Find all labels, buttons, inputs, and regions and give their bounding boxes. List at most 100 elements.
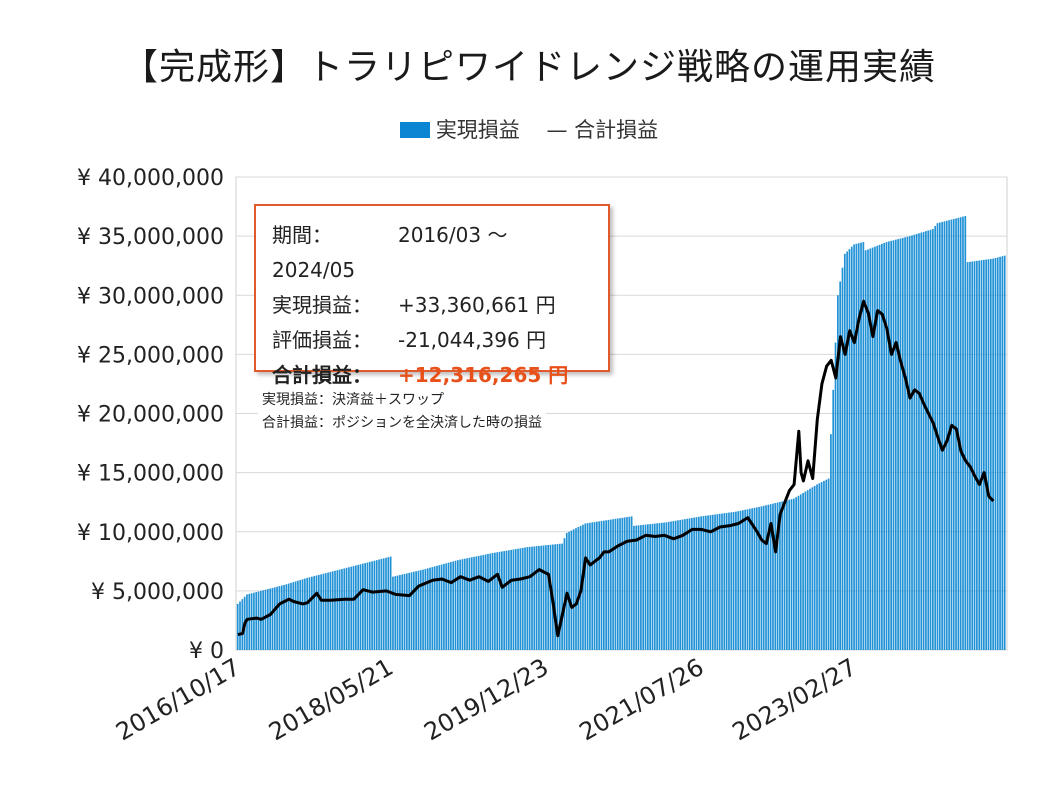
bar [554, 544, 557, 650]
bar [697, 516, 700, 650]
bar [454, 560, 457, 650]
bar [577, 527, 580, 650]
bar [959, 217, 962, 650]
y-tick-label: ¥ 5,000,000 [91, 580, 224, 605]
realized-value: +33,360,661 円 [398, 293, 556, 317]
bar [503, 551, 506, 650]
bar [304, 578, 306, 650]
bar [860, 242, 862, 650]
bar [299, 580, 302, 650]
bar [1003, 255, 1006, 650]
bar [704, 515, 707, 650]
total-row: 合計損益： +12,316,265 円 [272, 358, 592, 393]
bar [308, 577, 311, 650]
bar [702, 516, 705, 650]
bar [945, 220, 948, 650]
bar [783, 500, 786, 650]
bar [415, 571, 417, 650]
bar [915, 234, 918, 650]
unrealized-label: 評価損益： [272, 328, 372, 352]
bar [746, 509, 749, 650]
bar [767, 504, 770, 650]
bar [317, 574, 320, 650]
legend-bar-swatch [399, 122, 430, 138]
bar [644, 524, 647, 650]
bar [575, 528, 577, 650]
bar [290, 582, 292, 650]
bar [273, 587, 276, 650]
total-pnl-line [237, 299, 995, 638]
bar [547, 544, 550, 650]
bar [572, 529, 575, 650]
bar [364, 563, 366, 650]
bar [348, 567, 350, 650]
bar [257, 591, 260, 650]
bar [883, 242, 886, 650]
bar [466, 558, 468, 650]
bar [864, 250, 867, 650]
bar [426, 568, 429, 650]
bar [925, 231, 927, 650]
bar [772, 503, 774, 650]
bar [765, 505, 767, 650]
bar [665, 522, 668, 650]
bar [911, 235, 913, 651]
y-tick-label: ¥ 40,000,000 [77, 166, 224, 191]
bar [586, 523, 589, 650]
bar [760, 506, 763, 650]
bar [874, 246, 876, 650]
bar [408, 572, 411, 650]
bar [950, 219, 953, 650]
bar [565, 532, 568, 650]
bar [795, 497, 798, 650]
bar [609, 519, 612, 650]
bar [969, 261, 971, 650]
bar [385, 557, 387, 650]
bar [980, 260, 983, 650]
bar [556, 544, 559, 650]
bar [334, 570, 336, 650]
bar [897, 239, 899, 650]
bar [389, 556, 392, 650]
bar [301, 579, 304, 650]
bar [602, 520, 605, 650]
bar [519, 548, 522, 650]
bar [920, 232, 923, 650]
bar [932, 229, 934, 650]
bar [494, 552, 496, 650]
bar [443, 563, 445, 650]
bar [468, 557, 471, 650]
bar [943, 221, 946, 650]
bar [649, 524, 652, 650]
y-tick-label: ¥ 0 [189, 639, 224, 664]
bar [762, 505, 765, 650]
bar [938, 222, 941, 650]
bar [373, 560, 376, 650]
bar [700, 516, 702, 650]
bar [570, 530, 573, 650]
bar [628, 516, 631, 650]
bar [320, 574, 322, 650]
bar [832, 389, 835, 650]
total-value: +12,316,265 円 [398, 363, 569, 387]
bar [642, 524, 645, 650]
bar [742, 510, 744, 650]
bar [670, 521, 672, 650]
bar [521, 547, 524, 650]
bar [878, 244, 881, 651]
bar [737, 511, 740, 650]
bar [403, 573, 406, 650]
bar [637, 525, 640, 650]
bar [841, 267, 844, 650]
bar [732, 511, 735, 650]
bar [982, 259, 985, 650]
bar [906, 236, 909, 650]
bar [857, 243, 860, 650]
bar [447, 562, 450, 650]
bar [264, 589, 267, 650]
bar [677, 520, 679, 650]
bar [663, 522, 665, 650]
bar [417, 570, 420, 650]
period-row: 期間： 2016/03 〜 2024/05 [272, 218, 592, 288]
bar [825, 479, 828, 650]
